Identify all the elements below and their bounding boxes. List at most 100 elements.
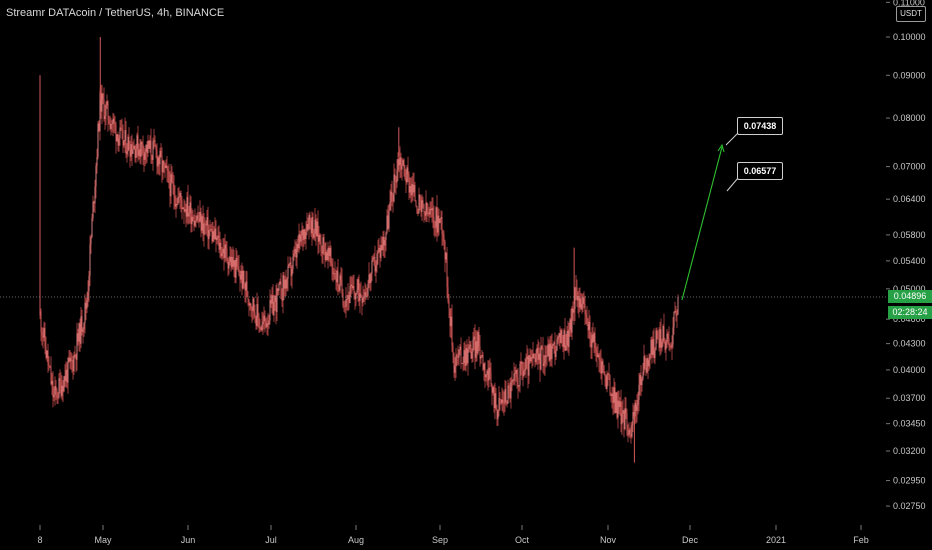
candle-body <box>414 184 416 202</box>
candle-body <box>557 336 559 340</box>
candle-body <box>463 350 465 364</box>
candle-body <box>573 309 575 313</box>
candle-body <box>374 257 376 272</box>
candle-body <box>581 303 583 310</box>
candle-body <box>276 288 278 313</box>
candle-body <box>502 399 504 404</box>
y-tick-label: 0.03450 <box>893 419 926 429</box>
y-tick-label: 0.02950 <box>893 476 926 486</box>
candle-body <box>375 265 377 272</box>
candle-body <box>180 193 182 201</box>
candle-body <box>580 298 582 310</box>
candle-body <box>157 157 159 167</box>
candle-body <box>628 429 630 435</box>
candle-body <box>309 215 311 221</box>
candle-body <box>430 208 432 211</box>
candle-body <box>602 361 604 365</box>
candle-body <box>183 207 185 212</box>
candle-body <box>298 234 300 249</box>
candle-body <box>335 279 337 283</box>
candle-body <box>182 207 184 210</box>
candle-body <box>284 279 286 289</box>
candle-body <box>167 169 169 171</box>
candle-body <box>289 262 291 265</box>
candle-body <box>382 236 384 251</box>
candle-body <box>676 314 678 316</box>
candle-body <box>608 373 610 376</box>
candle-body <box>542 347 544 366</box>
candle-body <box>78 323 80 342</box>
candle-body <box>604 373 606 377</box>
candle-body <box>541 345 543 348</box>
price-callout[interactable]: 0.06577 <box>737 162 783 180</box>
candle-body <box>376 253 378 266</box>
candle-body <box>397 159 399 171</box>
candle-body <box>457 356 459 358</box>
candle-body <box>295 248 297 258</box>
candle-body <box>385 232 387 241</box>
candle-body <box>267 323 269 325</box>
candle-body <box>361 297 363 303</box>
candle-body <box>257 304 259 317</box>
candle-body <box>145 144 147 152</box>
candle-body <box>644 356 646 369</box>
candle-body <box>469 344 471 347</box>
candle-body <box>104 115 106 119</box>
candle-body <box>99 92 101 131</box>
candle-body <box>350 284 352 286</box>
candle-body <box>384 240 386 246</box>
price-callout[interactable]: 0.07438 <box>737 117 783 135</box>
candle-body <box>280 281 282 300</box>
candle-body <box>65 369 67 382</box>
candle-body <box>417 213 419 214</box>
candle-body <box>299 234 301 242</box>
x-tick-label: 2021 <box>766 535 786 545</box>
candle-body <box>360 293 362 298</box>
currency-unit-badge[interactable]: USDT <box>896 6 926 22</box>
candle-body <box>57 397 59 398</box>
candle-body <box>305 232 307 240</box>
candle-body <box>272 295 274 316</box>
candle-body <box>621 413 623 425</box>
candlestick-series <box>39 37 679 463</box>
candle-body <box>191 216 193 225</box>
y-tick-label: 0.09000 <box>893 70 926 80</box>
candle-body <box>493 387 495 408</box>
candle-body <box>452 346 454 354</box>
candle-body <box>461 363 463 365</box>
candle-body <box>531 357 533 359</box>
candle-body <box>379 247 381 258</box>
candle-body <box>46 350 48 358</box>
candle-body <box>200 211 202 231</box>
candle-body <box>662 326 664 342</box>
candle-body <box>660 329 662 348</box>
candle-body <box>406 167 408 183</box>
candle-body <box>97 123 99 158</box>
candle-body <box>346 298 348 300</box>
candle-body <box>40 311 42 332</box>
candle-body <box>216 237 218 241</box>
candle-body <box>589 321 591 340</box>
candle-body <box>118 138 120 146</box>
candle-body <box>462 363 464 364</box>
candle-body <box>196 215 198 221</box>
candle-body <box>367 283 369 296</box>
candle-body <box>503 403 505 404</box>
candle-body <box>231 256 233 268</box>
candle-body <box>279 281 281 284</box>
candle-body <box>565 345 567 351</box>
candle-body <box>467 349 469 364</box>
candle-body <box>576 287 578 301</box>
candle-body <box>114 122 116 125</box>
candle-body <box>160 150 162 157</box>
candle-body <box>234 260 236 278</box>
candle-body <box>422 200 424 204</box>
candle-body <box>536 347 538 354</box>
candle-body <box>407 167 409 175</box>
candle-body <box>606 374 608 390</box>
candle-body <box>371 260 373 274</box>
candle-body <box>391 191 393 195</box>
candle-body <box>563 330 565 348</box>
y-tick-label: 0.10000 <box>893 32 926 42</box>
